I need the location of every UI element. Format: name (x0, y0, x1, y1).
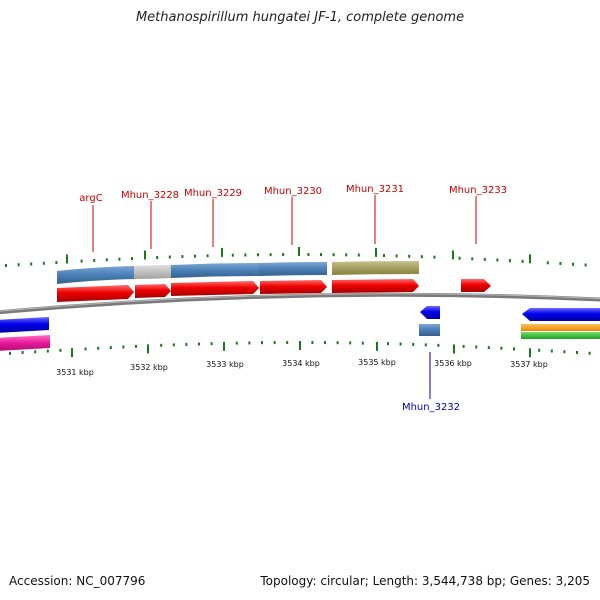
gene-arrow-left-reverse (0, 317, 49, 333)
gene-arrow-mhun-3230 (260, 280, 327, 294)
cds-block-mhun-3232 (419, 324, 440, 336)
map-title: Methanospirillum hungatei JF-1, complete… (135, 10, 465, 25)
topology-text: Topology: circular; Length: 3,544,738 bp… (260, 574, 590, 588)
gene-arrow-mhun-3228 (135, 284, 171, 298)
gene-arrow-right-reverse (522, 308, 600, 321)
gene-arrow-mhun-3233 (461, 279, 491, 292)
scale-label-3537: 3537 kbp (510, 360, 548, 369)
gene-arrow-mhun-3229 (171, 281, 259, 296)
scale-label-3532: 3532 kbp (130, 363, 168, 372)
gene-label-mhun-3232: Mhun_3232 (402, 402, 460, 413)
cds-block-mhun-3231 (332, 261, 419, 275)
inner-tick-row (9, 341, 591, 358)
gene-label-argC: argC (79, 193, 102, 204)
gene-label-mhun-3233: Mhun_3233 (449, 185, 507, 196)
feature-block-pink (0, 335, 50, 351)
cds-block-argC (57, 266, 134, 284)
outer-tick-row (5, 247, 587, 268)
gene-label-mhun-3229: Mhun_3229 (184, 188, 242, 199)
genome-backbone (0, 292, 600, 315)
accession-text: Accession: NC_007796 (9, 574, 146, 588)
scale-label-3535: 3535 kbp (358, 358, 396, 367)
feature-block-green (521, 332, 600, 339)
gene-label-mhun-3230: Mhun_3230 (264, 186, 322, 197)
gene-label-mhun-3228: Mhun_3228 (121, 190, 179, 201)
scale-label-3536: 3536 kbp (434, 359, 472, 368)
scale-label-3531: 3531 kbp (56, 368, 94, 377)
scale-label-3534: 3534 kbp (282, 359, 320, 368)
gene-arrow-mhun-3231 (332, 279, 419, 293)
feature-block-orange (521, 324, 600, 331)
cds-block-mhun-3230 (259, 262, 327, 276)
gene-arrow-mhun-3232 (420, 306, 440, 319)
scale-label-3533: 3533 kbp (206, 360, 244, 369)
gene-arrow-argC (57, 285, 134, 302)
gene-label-mhun-3231: Mhun_3231 (346, 184, 404, 195)
cds-block-mhun-3228 (134, 265, 171, 279)
cds-block-mhun-3229 (171, 263, 259, 278)
genome-backbone-highlight (0, 293, 600, 312)
